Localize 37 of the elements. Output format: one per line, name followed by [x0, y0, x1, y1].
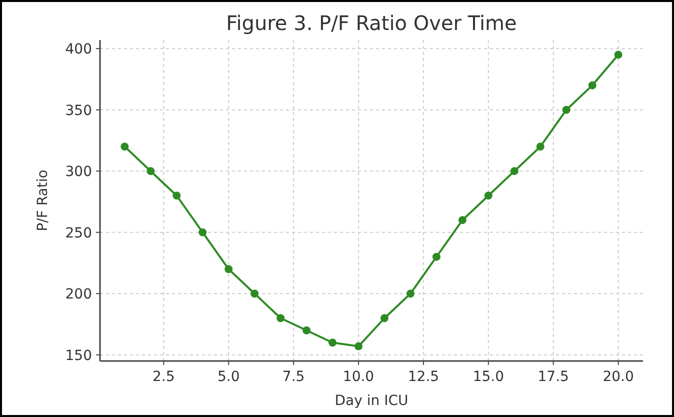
point [588, 81, 596, 90]
point [302, 326, 311, 334]
point [562, 106, 570, 114]
point [510, 167, 518, 176]
x-tick-label: 15.0 [472, 369, 504, 385]
point [458, 216, 466, 224]
x-tick-label: 5.0 [217, 369, 240, 385]
chart-title: Figure 3. P/F Ratio Over Time [226, 11, 517, 35]
point [484, 192, 492, 200]
point [406, 290, 414, 298]
point [614, 50, 622, 59]
x-tick-label: 2.5 [152, 369, 175, 385]
x-tick-label: 17.5 [538, 369, 569, 385]
point [328, 338, 337, 347]
point [276, 314, 285, 322]
x-tick-label: 12.5 [408, 369, 440, 385]
x-axis-title: Day in ICU [334, 393, 408, 409]
x-tick-label: 7.5 [282, 369, 305, 385]
point [172, 192, 181, 200]
y-tick-label: 400 [65, 42, 92, 58]
y-tick-label: 300 [65, 164, 92, 180]
y-tick-label: 200 [65, 286, 92, 303]
x-tick-label: 20.0 [602, 369, 634, 385]
point [354, 342, 363, 350]
y-axis-title: P/F Ratio [35, 170, 51, 232]
y-tick-label: 250 [65, 225, 92, 242]
point [120, 142, 129, 151]
point [250, 290, 259, 298]
point [536, 142, 544, 151]
point [146, 167, 155, 176]
point [432, 252, 440, 261]
point [198, 228, 207, 236]
x-tick-label: 10.0 [342, 369, 374, 385]
point [380, 314, 388, 322]
y-tick-label: 150 [65, 348, 92, 364]
y-tick-label: 350 [65, 102, 92, 119]
point [224, 265, 233, 274]
